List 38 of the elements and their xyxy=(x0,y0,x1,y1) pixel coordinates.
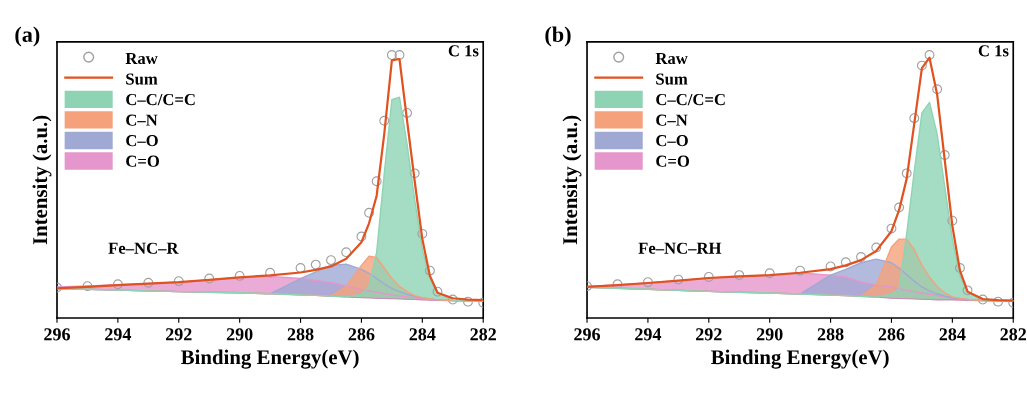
x-tick-label: 296 xyxy=(574,328,601,341)
x-tick-label: 286 xyxy=(878,328,905,341)
x-tick-label: 288 xyxy=(287,328,314,341)
x-tick-label: 286 xyxy=(348,328,375,341)
x-axis-title: Binding Energy(eV) xyxy=(711,349,889,369)
legend-label: Sum xyxy=(656,73,688,85)
legend-label: C–N xyxy=(656,114,688,126)
x-tick-label: 290 xyxy=(226,328,253,341)
x-tick-label: 284 xyxy=(939,328,966,341)
y-axis-title: Intensity (a.u.) xyxy=(32,115,52,245)
annotation: Fe–NC–RH xyxy=(638,242,722,254)
x-tick-label: 290 xyxy=(756,328,783,341)
x-tick-label: 292 xyxy=(165,328,192,341)
legend-label: Sum xyxy=(126,73,158,85)
x-axis-title: Binding Energy(eV) xyxy=(181,349,359,369)
x-tick-label: 282 xyxy=(1000,328,1026,341)
legend-label: C–C/C=C xyxy=(656,93,725,106)
annotation: C 1s xyxy=(448,45,479,57)
chart-title: (b) xyxy=(545,26,571,47)
x-tick-label: 296 xyxy=(44,328,71,341)
legend-label: Raw xyxy=(125,53,158,65)
x-tick-label: 282 xyxy=(470,328,496,341)
chart-title: (a) xyxy=(15,26,40,47)
legend-label: C=O xyxy=(656,155,690,167)
legend-label: Raw xyxy=(655,53,688,65)
x-tick-label: 294 xyxy=(105,328,132,341)
legend-label: C–N xyxy=(126,114,158,126)
x-tick-label: 294 xyxy=(635,328,662,341)
annotation: Fe–NC–R xyxy=(108,242,179,254)
x-tick-label: 288 xyxy=(817,328,844,341)
legend-label: C=O xyxy=(126,155,160,167)
y-axis-title: Intensity (a.u.) xyxy=(562,115,582,245)
legend-label: C–C/C=C xyxy=(126,93,195,106)
x-tick-label: 292 xyxy=(696,328,722,341)
annotation: C 1s xyxy=(978,45,1009,57)
legend-label: C–O xyxy=(656,135,688,147)
legend-label: C–O xyxy=(126,135,158,147)
x-tick-label: 284 xyxy=(409,328,436,341)
